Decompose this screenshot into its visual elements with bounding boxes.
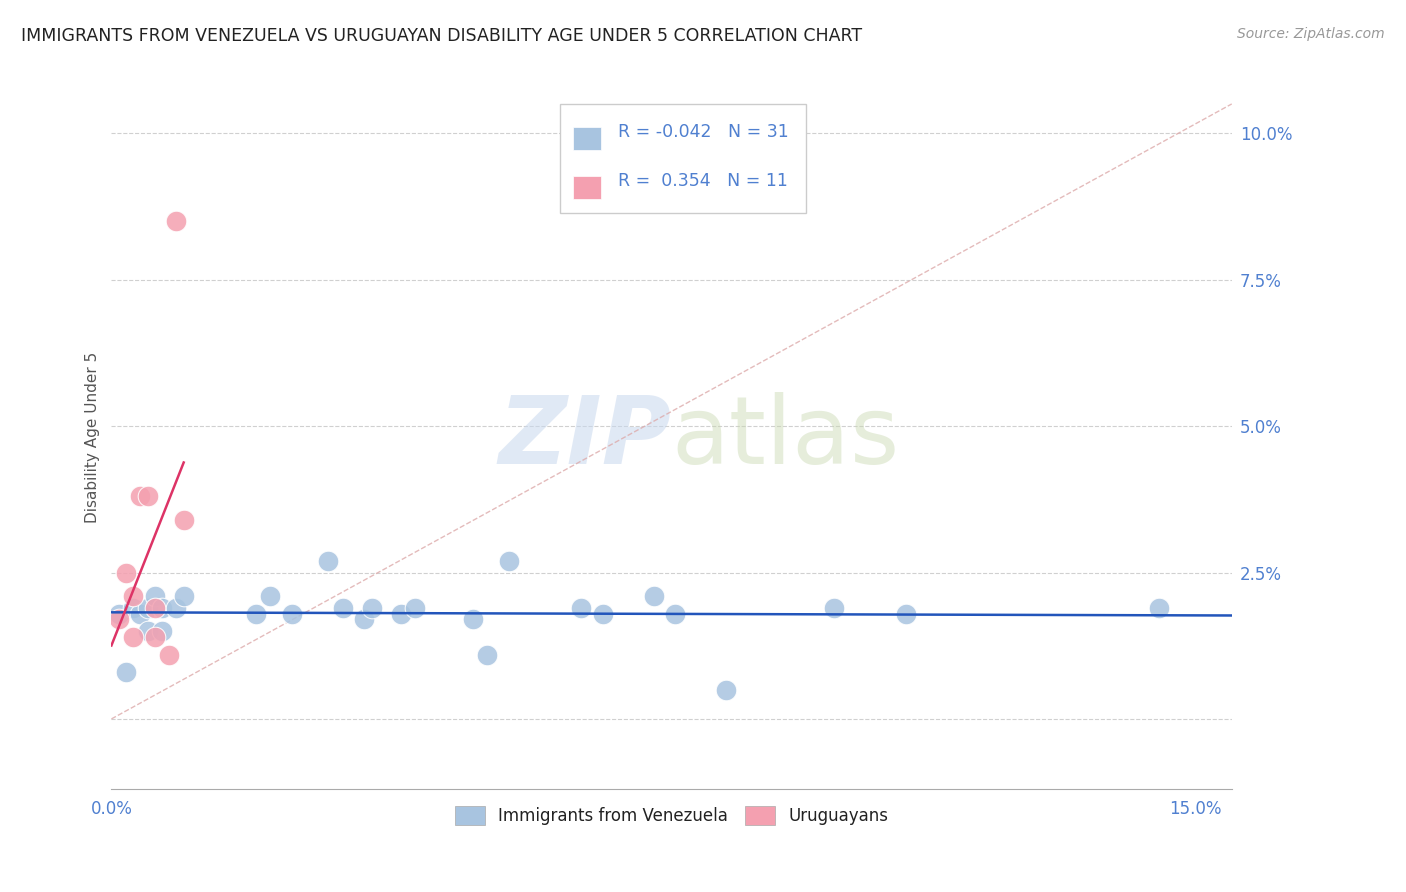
Point [498, 554, 520, 568]
Point [592, 607, 614, 621]
Point [173, 513, 195, 527]
Point [122, 600, 145, 615]
Text: Source: ZipAtlas.com: Source: ZipAtlas.com [1237, 27, 1385, 41]
Point [107, 607, 129, 621]
Point [107, 612, 129, 626]
Point [129, 607, 152, 621]
Point [122, 630, 145, 644]
Point [136, 624, 159, 638]
Point [143, 630, 166, 644]
Point [157, 648, 180, 662]
Point [143, 589, 166, 603]
Text: R = -0.042   N = 31: R = -0.042 N = 31 [617, 123, 789, 141]
Point [569, 600, 592, 615]
Point [259, 589, 281, 603]
Text: IMMIGRANTS FROM VENEZUELA VS URUGUAYAN DISABILITY AGE UNDER 5 CORRELATION CHART: IMMIGRANTS FROM VENEZUELA VS URUGUAYAN D… [21, 27, 862, 45]
Point [245, 607, 267, 621]
Point [643, 589, 665, 603]
Point [389, 607, 412, 621]
Point [115, 665, 138, 679]
Text: atlas: atlas [672, 392, 900, 483]
Point [150, 600, 173, 615]
Point [143, 600, 166, 615]
FancyBboxPatch shape [574, 176, 600, 199]
Text: ZIP: ZIP [499, 392, 672, 483]
Point [714, 682, 737, 697]
Legend: Immigrants from Venezuela, Uruguayans: Immigrants from Venezuela, Uruguayans [447, 797, 897, 834]
Point [136, 489, 159, 503]
Text: R =  0.354   N = 11: R = 0.354 N = 11 [617, 172, 787, 190]
Point [136, 600, 159, 615]
Point [664, 607, 686, 621]
Point [166, 214, 188, 228]
Point [477, 648, 499, 662]
Point [360, 600, 382, 615]
Point [353, 612, 375, 626]
Point [404, 600, 426, 615]
Point [823, 600, 845, 615]
Point [332, 600, 354, 615]
Point [173, 589, 195, 603]
Point [461, 612, 484, 626]
Point [316, 554, 339, 568]
Point [1149, 600, 1171, 615]
Y-axis label: Disability Age Under 5: Disability Age Under 5 [86, 352, 100, 524]
Point [166, 600, 188, 615]
Point [896, 607, 918, 621]
FancyBboxPatch shape [574, 127, 600, 150]
Point [115, 566, 138, 580]
Point [129, 489, 152, 503]
Point [281, 607, 304, 621]
Point [150, 624, 173, 638]
Point [122, 589, 145, 603]
FancyBboxPatch shape [560, 104, 806, 213]
